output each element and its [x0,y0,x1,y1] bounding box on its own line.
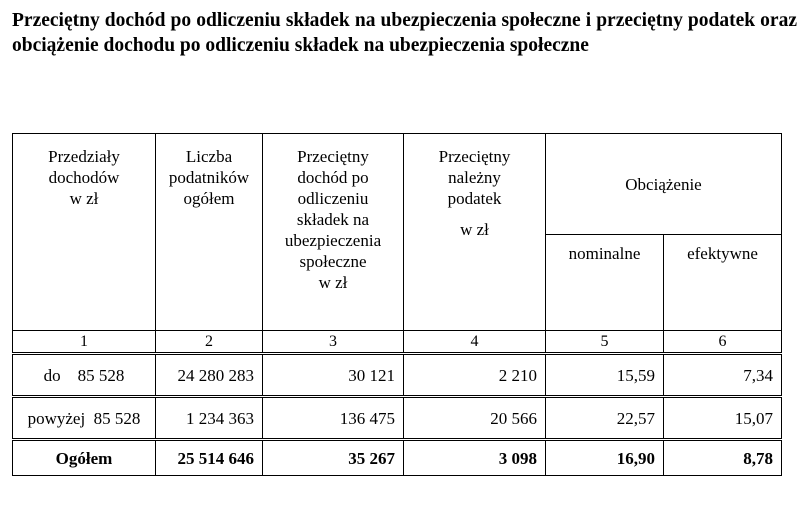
cell: 7,34 [662,352,783,397]
header-line: odliczeniu [297,189,369,208]
column-number: 1 [12,330,156,354]
cell: 35 267 [262,438,404,476]
column-number: 3 [262,330,404,354]
column-number: 6 [662,330,783,354]
header-line: należny [448,168,501,187]
document-title: Przeciętny dochód po odliczeniu składek … [12,10,797,56]
header-line: ogółem [183,189,235,208]
cell: 16,90 [545,438,664,476]
cell: 2 210 [403,352,546,397]
cell: Ogółem [12,438,156,476]
column-number: 2 [155,330,263,354]
cell: 15,07 [662,395,783,440]
cell: 136 475 [262,395,404,440]
cell: 25 514 646 [155,438,263,476]
header-line: składek na [296,210,370,229]
header-effective: efektywne [662,234,783,331]
table-row: do 85 528 24 280 283 30 121 2 210 15,59 … [12,352,783,397]
cell: do 85 528 [12,352,156,397]
header-avg-income: Przeciętny dochód po odliczeniu składek … [262,133,404,331]
cell: powyżej 85 528 [12,395,156,440]
cell: 15,59 [545,352,664,397]
column-number-row: 1 2 3 4 5 6 [12,330,783,354]
header-line: Przeciętny [297,147,369,166]
header-taxpayers: Liczba podatników ogółem [155,133,263,331]
header-line: dochód po [297,168,369,187]
cell: 8,78 [662,438,783,476]
header-line: ubezpieczenia [284,231,382,250]
header-burden: Obciążenie [544,133,783,235]
header-line: podatek [447,189,502,208]
cell: 20 566 [403,395,546,440]
cell: 22,57 [545,395,664,440]
header-line: Przedziały [48,147,120,166]
table-row: powyżej 85 528 1 234 363 136 475 20 566 … [12,395,783,440]
header-line: społeczne [299,252,367,271]
header-avg-tax: Przeciętny należny podatek w zł [403,133,546,331]
cell: 3 098 [403,438,546,476]
header-line: Przeciętny [438,147,511,166]
header-line: Liczba [185,147,233,166]
cell: 24 280 283 [155,352,263,397]
column-number: 5 [545,330,664,354]
header-income-brackets: Przedziały dochodów w zł [12,133,156,331]
header-line: w zł [460,220,489,239]
cell: 30 121 [262,352,404,397]
header-line: w zł [69,189,99,208]
header-line: dochodów [48,168,120,187]
header-line: podatników [168,168,250,187]
header-nominal: nominalne [545,234,664,331]
header-line: w zł [318,273,348,292]
total-row: Ogółem 25 514 646 35 267 3 098 16,90 8,7… [12,438,783,476]
cell: 1 234 363 [155,395,263,440]
column-number: 4 [403,330,546,354]
income-tax-table: Przedziały dochodów w zł Liczba podatnik… [12,133,783,476]
